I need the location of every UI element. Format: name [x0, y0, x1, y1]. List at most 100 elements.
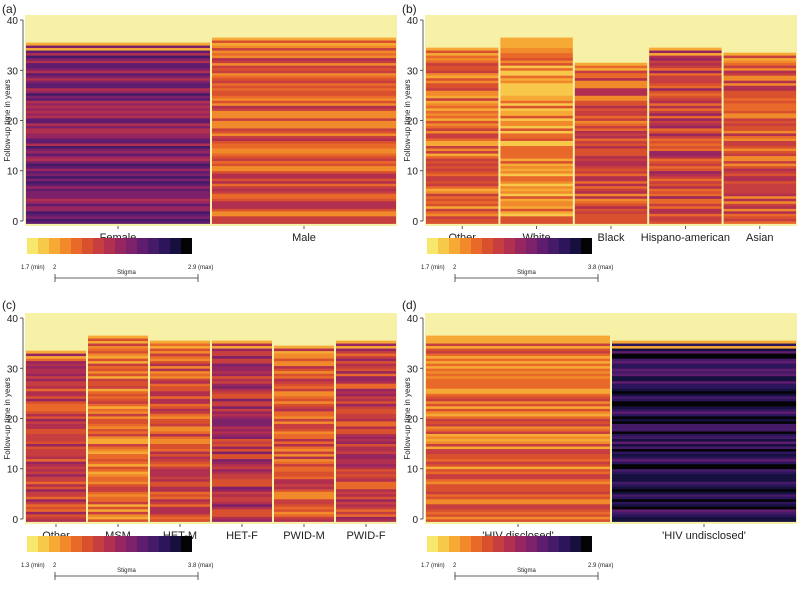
heatmap-cell [612, 343, 796, 347]
heatmap-cell [723, 195, 796, 199]
heatmap-cell [212, 478, 272, 482]
heatmap-cell [274, 491, 334, 495]
heatmap-cell [212, 453, 272, 457]
heatmap-cell [336, 453, 396, 457]
heatmap-cell [500, 215, 573, 219]
heatmap-cell [336, 506, 396, 510]
heatmap-cell [723, 150, 796, 154]
heatmap-cell [26, 355, 86, 359]
heatmap-cell [150, 355, 210, 359]
heatmap-cell [426, 218, 499, 222]
heatmap-cell [500, 158, 573, 162]
heatmap-cell [26, 410, 86, 414]
heatmap-cell [212, 220, 396, 224]
heatmap-cell [336, 375, 396, 379]
legend-swatch [137, 536, 148, 552]
heatmap-cell [212, 165, 396, 169]
legend-swatch [115, 238, 126, 254]
heatmap-cell [26, 433, 86, 437]
heatmap-cell [723, 120, 796, 124]
heatmap-cell [612, 458, 796, 462]
heatmap-cell [426, 443, 610, 447]
heatmap-cell [26, 210, 210, 214]
heatmap-cell [26, 148, 210, 152]
y-tick-label: 10 [407, 167, 419, 178]
heatmap-cell [150, 403, 210, 407]
heatmap-cell [212, 198, 396, 202]
heatmap-cell [426, 388, 610, 392]
heatmap-cell [612, 441, 796, 445]
heatmap-cell [426, 483, 610, 487]
heatmap-cell [26, 360, 86, 364]
heatmap-cell [88, 501, 148, 505]
heatmap-cell [212, 483, 272, 487]
heatmap-cell [426, 338, 610, 342]
heatmap-cell [150, 476, 210, 480]
heatmap-cell [649, 168, 722, 172]
heatmap-cell [612, 395, 796, 399]
heatmap-cell [612, 461, 796, 465]
heatmap-cell [212, 37, 396, 41]
heatmap-cell [88, 365, 148, 369]
heatmap-cell [26, 478, 86, 482]
heatmap-cell [212, 97, 396, 101]
heatmap-cell [274, 400, 334, 404]
heatmap-cell [336, 516, 396, 520]
heatmap-cell [612, 463, 796, 467]
heatmap-cell [612, 358, 796, 362]
legend-mid-label: 2 [453, 265, 457, 271]
heatmap-cell [336, 498, 396, 502]
legend-swatch [126, 536, 137, 552]
heatmap-cell [426, 52, 499, 56]
heatmap-cell [150, 363, 210, 367]
legend-swatch [559, 536, 570, 552]
heatmap-cell [336, 436, 396, 439]
heatmap-cell [212, 488, 272, 492]
heatmap-cell [88, 390, 148, 394]
heatmap-cell [336, 461, 396, 465]
heatmap-cell [500, 60, 573, 64]
heatmap-cell [212, 193, 396, 197]
heatmap-cell [88, 358, 148, 362]
heatmap-cell [612, 370, 796, 374]
heatmap-cell [150, 508, 210, 512]
heatmap-cell [212, 153, 396, 157]
heatmap-cell [212, 95, 396, 99]
heatmap-cell [88, 463, 148, 467]
heatmap-cell [26, 408, 86, 412]
heatmap-cell [649, 133, 722, 136]
heatmap-cell [426, 195, 499, 199]
heatmap-cell [274, 448, 334, 452]
heatmap-cell [500, 138, 573, 141]
heatmap-cell [26, 393, 86, 397]
legend-swatch [104, 238, 115, 254]
heatmap-cell [150, 421, 210, 424]
heatmap-cell [26, 185, 210, 189]
heatmap-cell [150, 478, 210, 482]
heatmap-cell [212, 158, 396, 162]
heatmap-cell [212, 55, 396, 59]
heatmap-cell [500, 102, 573, 106]
heatmap-cell [723, 175, 796, 179]
heatmap-cell [649, 87, 722, 91]
heatmap-cell [150, 345, 210, 349]
x-tick-label: Hispano-american [641, 232, 730, 244]
heatmap-cell [150, 458, 210, 462]
heatmap-cell [649, 165, 722, 169]
heatmap-cell [150, 408, 210, 412]
heatmap-cell [649, 155, 722, 159]
heatmap-cell [612, 375, 796, 379]
heatmap-cell [612, 433, 796, 437]
heatmap-cell [212, 100, 396, 104]
heatmap-cell [212, 67, 396, 71]
heatmap-cell [336, 471, 396, 475]
heatmap-cell [612, 481, 796, 485]
heatmap-cell [336, 360, 396, 364]
heatmap-cell [212, 213, 396, 217]
heatmap-cell [88, 503, 148, 507]
heatmap-cell [426, 90, 499, 94]
heatmap-cell [88, 388, 148, 392]
heatmap-cell [212, 501, 272, 505]
heatmap-cell [612, 403, 796, 407]
heatmap-cell [274, 481, 334, 485]
